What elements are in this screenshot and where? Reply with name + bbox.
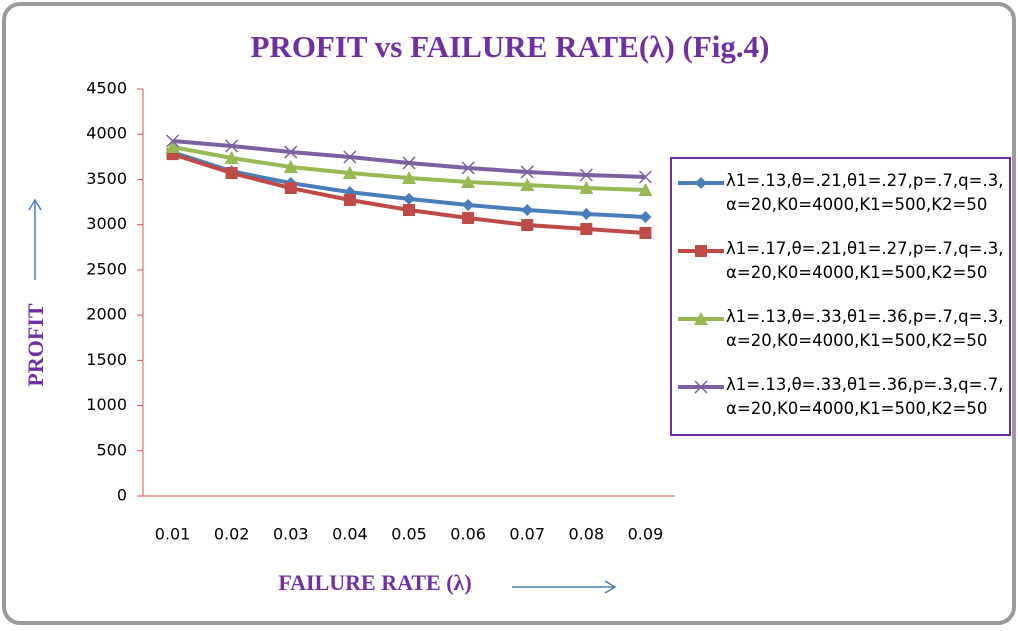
y-axis-title: PROFIT xyxy=(23,303,48,386)
legend: λ1=.13,θ=.21,θ1=.27,p=.7,q=.3, α=20,K0=4… xyxy=(670,157,1011,436)
marker xyxy=(462,211,475,224)
marker xyxy=(342,166,357,180)
legend-swatch xyxy=(678,177,724,189)
legend-entry: λ1=.13,θ=.21,θ1=.27,p=.7,q=.3, α=20,K0=4… xyxy=(676,169,1009,237)
x-tick-label: 0.07 xyxy=(509,525,545,544)
marker xyxy=(694,312,708,325)
x-axis-title: FAILURE RATE (λ) xyxy=(278,570,471,595)
marker xyxy=(638,183,653,197)
legend-swatch xyxy=(678,380,724,394)
y-tick-label: 500 xyxy=(96,440,127,459)
x-arrow-head xyxy=(604,580,617,594)
x-tick-label: 0.05 xyxy=(391,525,427,544)
legend-swatch xyxy=(678,312,724,325)
y-tick-label: 1000 xyxy=(86,395,127,414)
y-arrow-head xyxy=(28,198,42,211)
marker xyxy=(461,174,476,188)
marker xyxy=(639,210,652,223)
marker xyxy=(520,177,535,191)
y-tick-label: 2500 xyxy=(86,259,127,278)
marker xyxy=(402,156,416,170)
marker xyxy=(225,139,239,153)
legend-label: λ1=.13,θ=.33,θ1=.36,p=.7,q=.3, α=20,K0=4… xyxy=(726,307,1004,350)
marker xyxy=(283,159,298,173)
y-tick-label: 4500 xyxy=(86,79,127,98)
marker xyxy=(403,192,415,205)
x-tick-label: 0.09 xyxy=(628,525,664,544)
marker xyxy=(461,161,475,175)
chart-title: PROFIT vs FAILURE RATE(λ) (Fig.4) xyxy=(251,29,770,64)
marker xyxy=(638,170,652,184)
x-tick-label: 0.04 xyxy=(332,525,368,544)
x-tick-label: 0.06 xyxy=(450,525,486,544)
marker xyxy=(402,170,416,184)
marker xyxy=(520,165,534,179)
legend-swatch xyxy=(678,245,724,257)
marker xyxy=(694,380,708,394)
legend-entry: λ1=.13,θ=.33,θ1=.36,p=.3,q=.7, α=20,K0=4… xyxy=(676,373,1009,441)
legend-entry: λ1=.17,θ=.21,θ1=.27,p=.7,q=.3, α=20,K0=4… xyxy=(676,237,1009,305)
marker xyxy=(224,151,239,165)
marker xyxy=(225,167,238,180)
marker xyxy=(462,199,475,212)
marker xyxy=(579,181,594,195)
marker xyxy=(695,245,707,257)
marker xyxy=(579,168,593,182)
marker xyxy=(580,207,593,220)
y-tick-label: 3500 xyxy=(86,169,127,188)
legend-label: λ1=.13,θ=.21,θ1=.27,p=.7,q=.3, α=20,K0=4… xyxy=(726,171,1004,214)
marker xyxy=(284,182,297,195)
marker xyxy=(521,204,534,217)
legend-label: λ1=.17,θ=.21,θ1=.27,p=.7,q=.3, α=20,K0=4… xyxy=(726,239,1004,282)
x-tick-label: 0.02 xyxy=(214,525,250,544)
marker xyxy=(343,150,357,164)
x-tick-label: 0.03 xyxy=(273,525,309,544)
marker xyxy=(695,177,707,189)
y-tick-label: 3000 xyxy=(86,214,127,233)
legend-entry: λ1=.13,θ=.33,θ1=.36,p=.7,q=.3, α=20,K0=4… xyxy=(676,305,1009,373)
marker xyxy=(403,204,415,217)
y-tick-label: 4000 xyxy=(86,124,127,143)
y-tick-label: 2000 xyxy=(86,305,127,324)
marker xyxy=(284,145,298,159)
y-tick-label: 1500 xyxy=(86,350,127,369)
marker xyxy=(521,219,534,232)
marker xyxy=(343,193,356,206)
marker xyxy=(639,226,652,239)
y-tick-label: 0 xyxy=(117,486,127,505)
x-tick-label: 0.01 xyxy=(155,525,191,544)
x-tick-label: 0.08 xyxy=(569,525,605,544)
marker xyxy=(166,134,180,148)
legend-label: λ1=.13,θ=.33,θ1=.36,p=.3,q=.7, α=20,K0=4… xyxy=(726,375,1004,418)
marker xyxy=(580,223,593,236)
marker xyxy=(165,139,180,153)
